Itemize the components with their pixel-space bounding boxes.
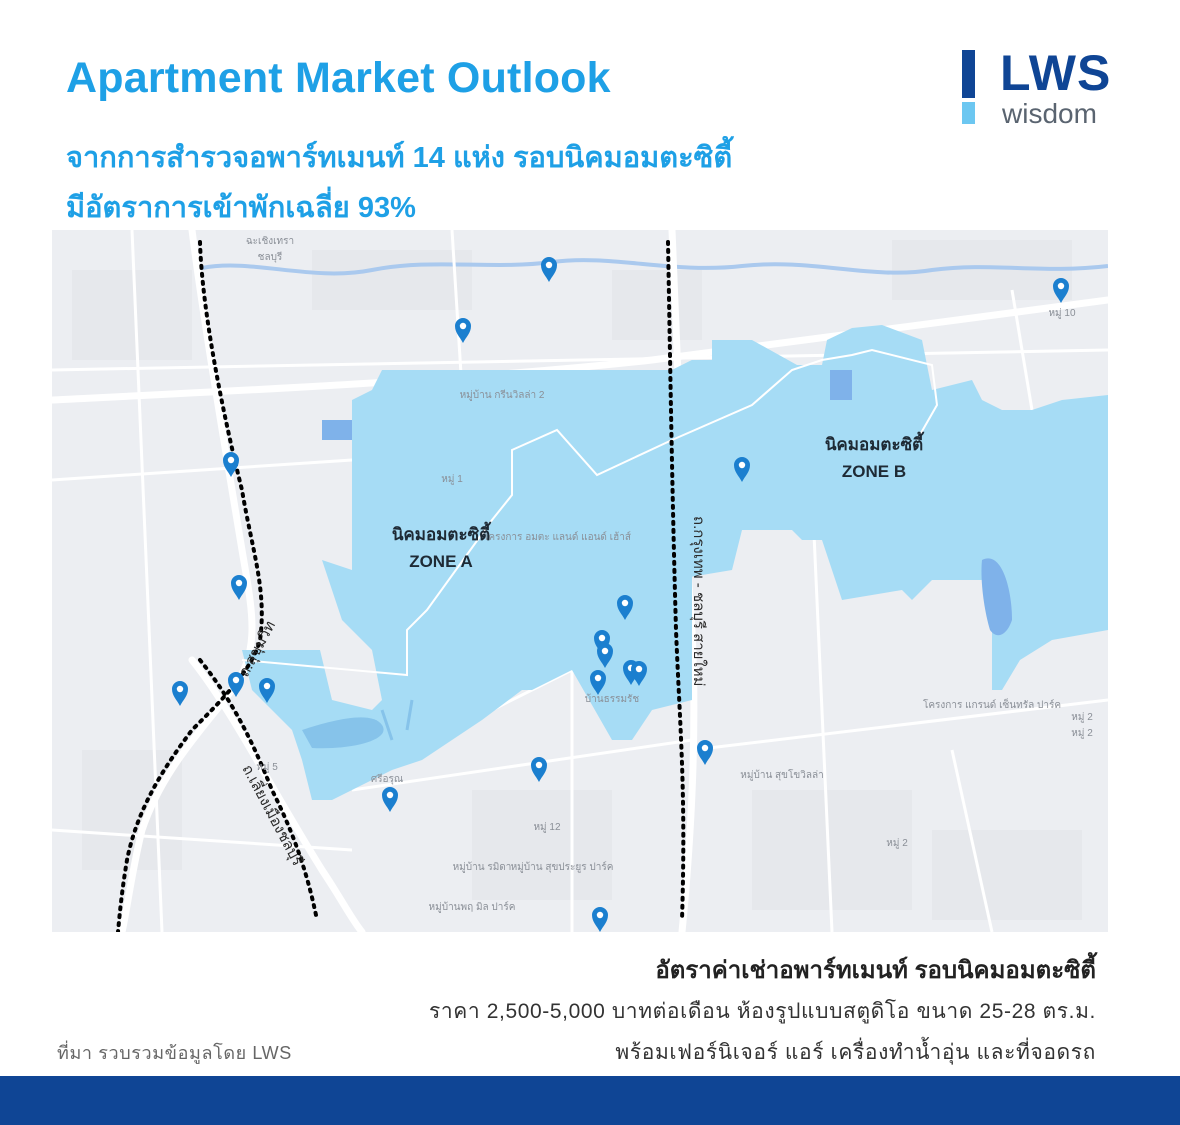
zone-boundary [241,348,939,677]
place-label: หมู่ 5 [256,762,278,773]
subtitle-occupancy: มีอัตราการเข้าพักเฉลี่ย 93% [66,192,416,224]
place-label: ฉะเชิงเทรา [246,236,294,247]
rent-title: อัตราค่าเช่าอพาร์ทเมนท์ รอบนิคมอมตะซิตี้ [655,957,1096,984]
logo-bar-dark [962,50,975,98]
source-note: ที่มา รวบรวมข้อมูลโดย LWS [57,1043,292,1063]
place-label: โครงการ แกรนด์ เซ็นทรัล ปาร์ค [923,697,1061,711]
rent-price-line: ราคา 2,500-5,000 บาทต่อเดือน ห้องรูปแบบส… [429,1000,1096,1023]
place-labels: ฉะเชิงเทรา ชลบุรี หมู่ 10 หมู่บ้าน กรีนว… [246,236,1093,913]
road-label-bangkok-chonburi: ถ.กรุงเทพ - ชลบุรี สายใหม่ [689,516,708,687]
lws-logo: LWS wisdom [962,45,1137,130]
place-label: หมู่ 1 [441,474,463,485]
dotted-line-liang-mueang [198,658,319,922]
place-label: หมู่ 12 [533,822,561,833]
zone-b [672,325,1108,690]
place-label: หมู่บ้าน สุขประยูร ปาร์ค [511,861,614,873]
logo-bar-light [962,102,975,124]
logo-tagline: wisdom [1002,98,1097,129]
place-label: บ้านธรรมรัช [585,693,640,705]
place-label: โครงการ อมตะ แลนด์ แอนด์ เฮ้าส์ [483,530,631,543]
place-label: หมู่บ้าน กรีนวิลล่า 2 [460,389,545,401]
zone-a-name: นิคมอมตะซิตี้ [392,521,492,544]
place-label: หมู่บ้าน รมิดา [453,861,512,873]
page-title: Apartment Market Outlook [66,54,611,102]
zone-b-name: นิคมอมตะซิตี้ [825,431,925,454]
place-label: หมู่ 2 [1071,712,1093,723]
place-label: หมู่ 2 [886,838,908,849]
place-label: ศรีอรุณ [371,773,403,785]
place-label: หมู่ 10 [1048,308,1076,319]
zone-a-label: ZONE A [409,552,473,571]
rent-amenities-line: พร้อมเฟอร์นิเจอร์ แอร์ เครื่องทำน้ำอุ่น … [615,1041,1096,1064]
dotted-line-bangkok-chonburi [666,240,686,922]
dotted-line-west [116,240,264,932]
river [201,258,1108,276]
logo-brand: LWS [1000,45,1112,101]
zone-b-label: ZONE B [842,462,906,481]
subtitle-survey: จากการสำรวจอพาร์ทเมนท์ 14 แห่ง รอบนิคมอม… [66,142,733,174]
place-label: หมู่บ้าน สุขโขวิลล่า [740,768,823,781]
place-label: หมู่บ้านพฤ มิล ปาร์ค [429,901,516,913]
place-label: ชลบุรี [258,251,283,263]
place-label: หมู่ 2 [1071,728,1093,739]
footer-bar [0,1076,1180,1125]
zone-a [242,360,692,800]
map[interactable]: ฉะเชิงเทรา ชลบุรี หมู่ 10 หมู่บ้าน กรีนว… [52,230,1108,932]
